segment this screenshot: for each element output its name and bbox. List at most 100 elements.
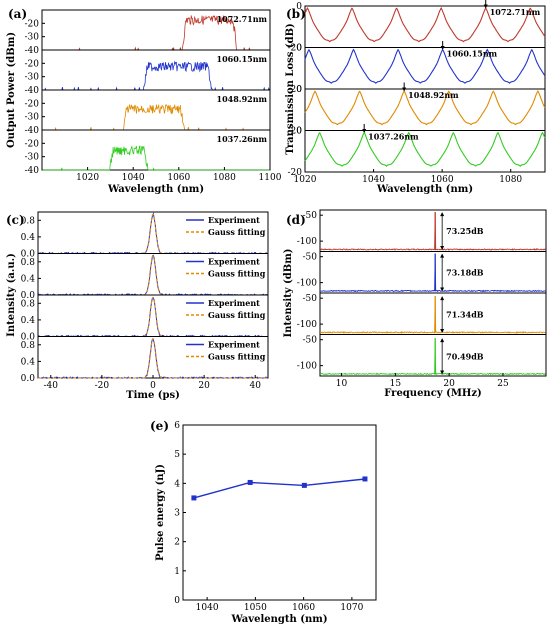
panel-e-x-tick-label: 1060 [292,603,315,613]
panel-e-xlabel: Wavelength (nm) [230,614,327,625]
panel-b-y-tick-label: -20 [288,85,303,95]
panel-a-y-tick-label: -30 [25,113,40,123]
panel-e-ylabel: Pulse energy (nJ) [155,464,166,561]
panel-c-y-tick-label: 0.0 [21,291,36,301]
panel-d-snr-arrow-head [440,370,445,375]
panel-d-snr-arrow-head [440,338,445,343]
panel-a-wavelength-label: 1048.92nm [217,94,268,104]
panel-b-arrow-head [362,128,367,133]
panel-d-spectrum-line [319,212,546,251]
panel-b-y-tick-label: 0 [296,127,302,137]
panel-d-subplot-frame [319,251,547,294]
panel-a-xlabel: Wavelength (nm) [107,184,204,195]
panel-d-y-tick-label: -100 [297,320,317,330]
panel-b-arrow-head [402,87,407,92]
panel-e-data-point [191,495,197,501]
panel-a-y-tick-label: -20 [25,19,40,29]
panel-c-legend-label: Experiment [208,215,260,225]
panel-d-spectrum-line [319,253,546,293]
panel-a-x-tick-label: 1060 [167,173,190,183]
panel-d-y-tick-label: -100 [297,237,317,247]
panel-a-y-tick-label: -30 [25,153,40,163]
panel-c-y-tick-label: 0.4 [21,274,36,284]
panel-d-x-tick-label: 25 [497,379,509,389]
panel-d-spectrum-line [320,338,546,376]
panel-d-subplot-frame [319,292,547,335]
panel-c-legend-label: Gauss fitting [208,269,266,279]
panel-c-y-tick-label: 0.4 [21,233,36,243]
panel-b-y-tick-label: 0 [296,2,302,12]
panel-c-x-tick-label: 40 [249,381,261,391]
panel-c-ylabel: Intensity (a.u.) [6,253,17,337]
panel-e-frame [182,424,377,601]
panel-e-x-tick-label: 1040 [196,603,219,613]
panel-d-xlabel: Frequency (MHz) [384,388,482,399]
panel-c-y-tick-label: 0.0 [21,333,36,343]
panel-c-legend-label: Experiment [208,340,260,350]
panel-b-transmission-line [304,89,546,126]
panel-label-e: (e) [150,419,169,433]
panel-b-transmission-line [304,7,546,43]
panel-b-y-tick-label: -20 [288,168,303,178]
panel-b-arrow-head [440,45,445,50]
panel-label-a: (a) [8,7,27,21]
panel-e-data-point [301,482,307,488]
panel-d-y-tick-label: -50 [303,211,318,221]
panel-d-y-tick-label: -50 [303,336,318,346]
panel-b-y-tick-label: -20 [288,127,303,137]
panel-b-y-tick-label: -20 [288,44,303,54]
panel-d-y-tick-label: -50 [303,253,318,263]
panel-d-x-tick-label: 15 [390,379,402,389]
panel-e-y-tick-label: 2 [174,538,180,548]
panel-d-snr-label: 70.49dB [446,351,484,361]
panel-d-snr-arrow-head [440,253,445,258]
panel-b-x-tick-label: 1020 [294,175,317,185]
panel-b-x-tick-label: 1040 [362,175,385,185]
panel-c-x-tick-label: -20 [95,381,110,391]
panel-c-y-tick-label: 0.8 [21,258,36,268]
panel-e-y-tick-label: 3 [174,509,180,519]
panel-d-snr-arrow-head [440,287,445,292]
panel-a-y-tick-label: -20 [25,139,40,149]
panel-e-energy-line [193,478,366,499]
panel-label-d: (d) [286,213,306,227]
panel-d-subplot-frame [319,334,547,377]
panel-a-y-tick-label: -30 [25,73,40,83]
panel-d-y-tick-label: -50 [303,294,318,304]
panel-label-b: (b) [286,7,306,21]
panel-c-y-tick-label: 0.0 [21,374,36,384]
panel-e-data-point [247,479,253,485]
panel-a-y-tick-label: -40 [25,86,40,96]
panel-e-y-tick-label: 0 [174,596,180,606]
panel-a-y-tick-label: -20 [25,99,40,109]
panel-b-transmission-line [304,48,546,84]
panel-e-y-tick-label: 4 [174,479,180,489]
panel-d-snr-label: 71.34dB [446,310,484,320]
panel-d-snr-arrow-head [440,212,445,217]
panel-b-ylabel: Transmission Loss (dB) [285,23,296,155]
panel-b-wavelength-label: 1037.26nm [368,132,419,142]
panel-c-y-tick-label: 0.4 [21,316,36,326]
panel-a-y-tick-label: -20 [25,59,40,69]
panel-d-x-tick-label: 20 [443,379,455,389]
panel-c-legend-label: Experiment [208,257,260,267]
panel-d-spectrum-line [319,296,546,334]
panel-a-wavelength-label: 1037.26nm [217,134,268,144]
panel-b-y-tick-label: 0 [296,44,302,54]
panel-a-y-tick-label: -40 [25,46,40,56]
panel-a-wavelength-label: 1072.71nm [217,14,268,24]
panel-c-x-tick-label: -40 [44,381,59,391]
panel-b-wavelength-label: 1048.92nm [408,90,459,100]
panel-e-y-tick-label: 1 [174,567,180,577]
panel-a-y-tick-label: -40 [25,166,40,176]
panel-c-y-tick-label: 0.8 [21,341,36,351]
panel-c-x-tick-label: 20 [198,381,210,391]
panel-d-snr-arrow-head [440,245,445,250]
panel-e-y-tick-label: 5 [174,450,180,460]
panel-a-x-tick-label: 1080 [213,173,236,183]
panel-c-legend-label: Gauss fitting [208,352,266,362]
panel-c-legend-label: Experiment [208,298,260,308]
panel-d-snr-arrow-head [440,296,445,301]
panel-d-y-tick-label: -100 [297,279,317,289]
